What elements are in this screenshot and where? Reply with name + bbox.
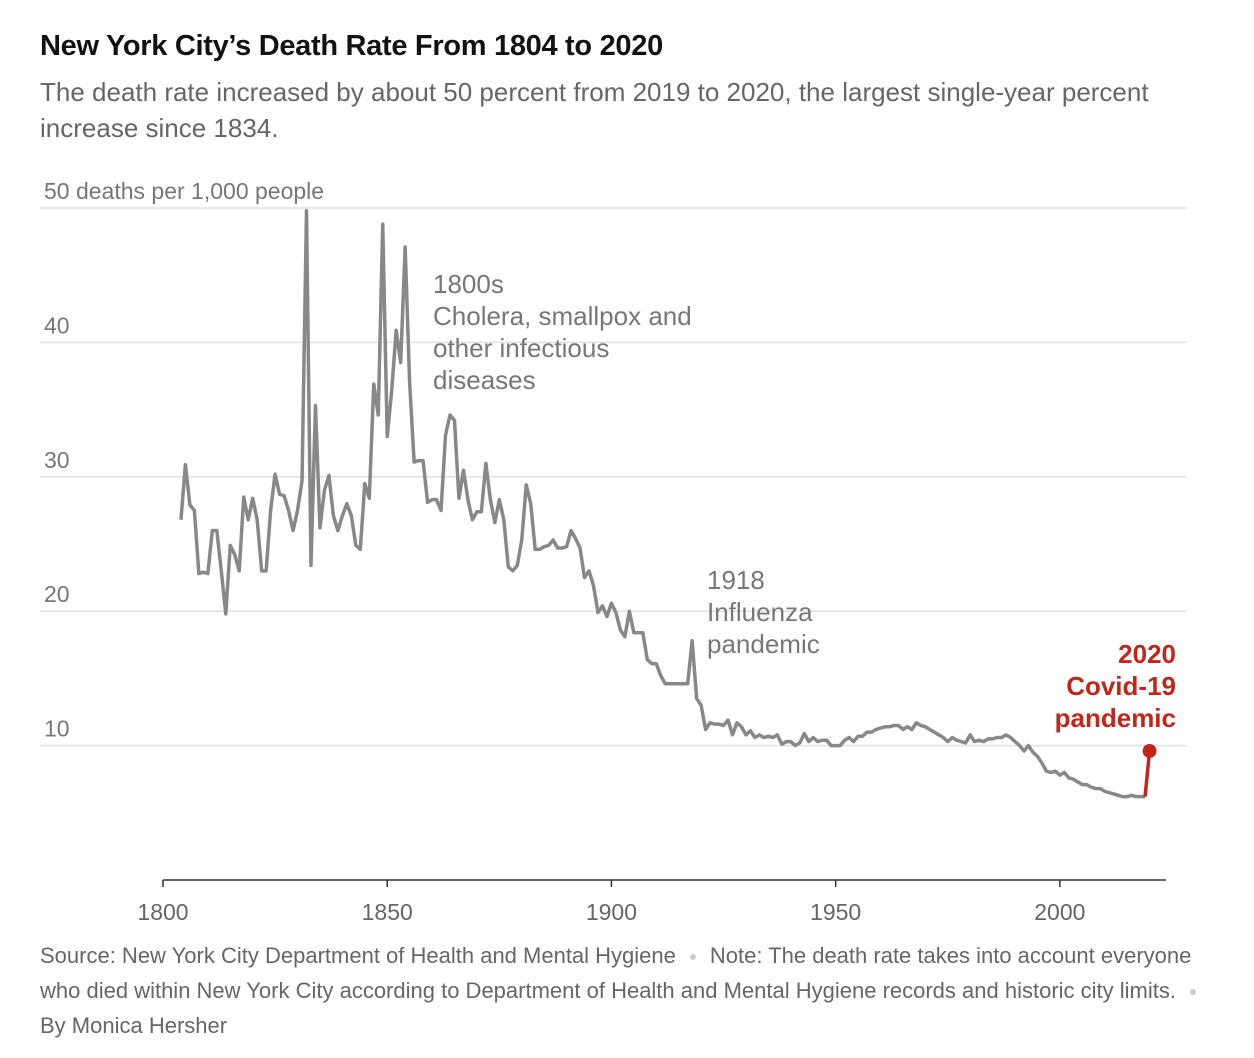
y-tick-label: 50 deaths per 1,000 people [44,178,324,204]
footer: Source: New York City Department of Heal… [40,938,1235,1043]
annotation: 1918 [707,565,765,595]
annotation: Cholera, smallpox and [433,301,692,331]
annotation: pandemic [1055,703,1176,733]
y-tick-label: 40 [44,312,70,338]
y-tick-label: 30 [44,447,70,473]
annotation: Influenza [707,597,813,627]
title: New York City’s Death Rate From 1804 to … [40,30,663,62]
annotation: Covid-19 [1066,671,1176,701]
x-tick-label: 1800 [137,899,188,925]
x-tick-label: 1950 [810,899,861,925]
source: Source: New York City Department of Heal… [40,943,676,968]
annotation: pandemic [707,629,820,659]
note: Note: The death rate takes into account … [40,943,1192,1003]
x-tick-label: 2000 [1034,899,1085,925]
y-tick-label: 20 [44,581,70,607]
highlight-dot [1142,743,1157,758]
annotation: 2020 [1118,639,1176,669]
annotation: diseases [433,365,536,395]
x-tick-label: 1850 [362,899,413,925]
separator [1189,989,1196,996]
highlight-line [1143,750,1152,797]
separator [689,954,696,961]
annotation: 1800s [433,269,504,299]
annotation: other infectious [433,333,609,363]
subtitle: The death rate increased by about 50 per… [40,77,1149,143]
data-line [179,208,1146,799]
y-tick-label: 10 [44,716,70,742]
byline: By Monica Hersher [40,1013,228,1038]
x-tick-label: 1900 [586,899,637,925]
